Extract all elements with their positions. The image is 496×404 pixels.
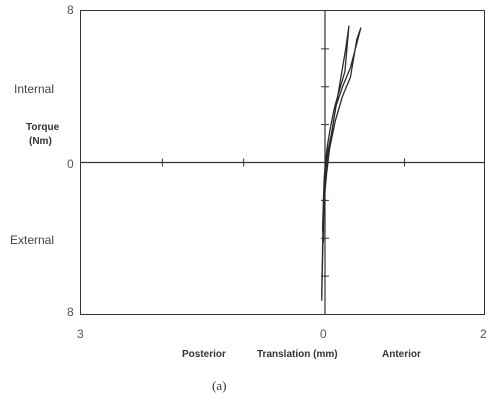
figure-caption: (a): [212, 378, 227, 393]
x-tick-label-right: 2: [480, 327, 487, 341]
y-tick-label-top: 8: [67, 3, 74, 17]
y-tick-label-bottom: 8: [67, 305, 74, 319]
x-label-anterior: Anterior: [382, 349, 421, 360]
series-layer: [321, 25, 362, 301]
x-tick-label-left: 3: [77, 327, 84, 341]
y-axis-title: Torque: [26, 122, 60, 133]
y-label-external: External: [10, 233, 55, 247]
x-tick-marks: [161, 158, 405, 167]
x-axis-title: Translation (mm): [257, 349, 338, 360]
x-tick-label-zero: 0: [320, 327, 327, 341]
x-label-posterior: Posterior: [182, 349, 226, 360]
plot-frame: [80, 10, 485, 315]
series-line-0: [321, 25, 362, 301]
y-axis-unit: (Nm): [29, 136, 52, 147]
y-tick-label-zero: 0: [67, 157, 74, 171]
y-label-internal: Internal: [14, 82, 55, 96]
